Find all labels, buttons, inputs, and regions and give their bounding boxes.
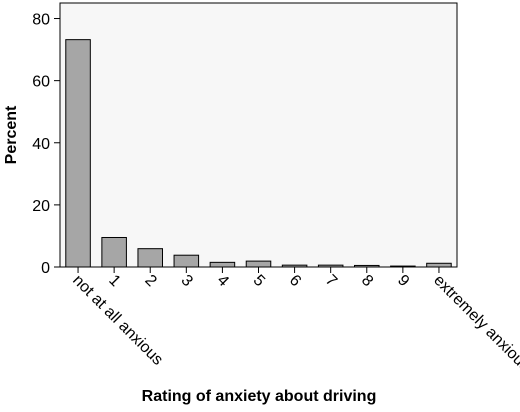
bar <box>65 39 91 268</box>
y-axis-label: Percent <box>3 105 20 164</box>
y-tick-label: 40 <box>32 136 50 153</box>
plot-frame <box>59 2 458 268</box>
x-tick-label: 1 <box>105 272 123 290</box>
bars <box>65 39 452 268</box>
x-tick-label: not at all anxious <box>69 272 166 369</box>
x-tick-label: 5 <box>250 272 268 290</box>
bar <box>426 262 452 268</box>
x-tick-label: 8 <box>358 272 376 290</box>
plot-area <box>60 3 457 267</box>
x-tick-label: 4 <box>214 272 232 290</box>
bar <box>101 236 127 268</box>
x-tick-label: extremely anxious <box>430 272 520 375</box>
bar <box>137 248 163 268</box>
y-tick-label: 80 <box>32 12 50 29</box>
bar <box>209 261 236 268</box>
x-tick-label: 3 <box>177 272 195 290</box>
x-tick-label: 9 <box>394 272 412 290</box>
x-tick-label: 6 <box>286 272 304 290</box>
y-axis-ticks: 0 20 40 60 80 <box>32 12 60 277</box>
x-tick-label: 2 <box>141 272 159 290</box>
y-tick-label: 20 <box>32 198 50 215</box>
y-tick-label: 60 <box>32 74 50 91</box>
y-tick-label: 0 <box>41 260 50 277</box>
bar <box>245 260 272 268</box>
bar <box>173 254 200 268</box>
x-axis-label: Rating of anxiety about driving <box>142 388 377 405</box>
x-tick-label: 7 <box>322 272 340 290</box>
